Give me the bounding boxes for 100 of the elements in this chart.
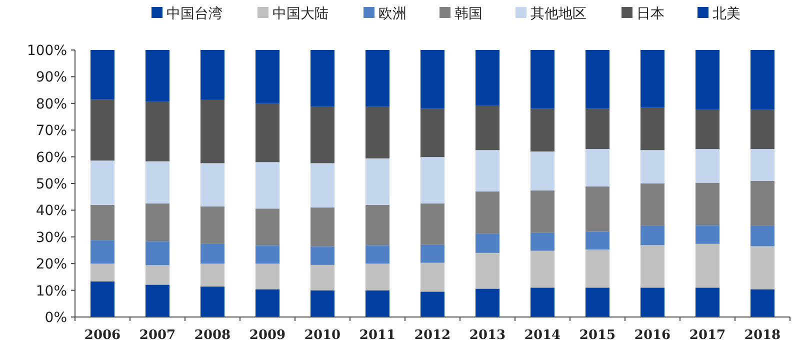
bar: [420, 204, 444, 245]
bar: [146, 265, 170, 285]
bar: [696, 110, 720, 150]
bar: [586, 149, 610, 186]
y-tick-label: 80%: [36, 96, 67, 112]
bar: [420, 292, 444, 317]
bar: [476, 106, 500, 150]
bar: [420, 157, 444, 204]
x-tick-label: 2017: [689, 328, 726, 343]
bar: [586, 186, 610, 232]
bar: [90, 160, 114, 205]
bar: [420, 50, 444, 109]
bar: [696, 182, 720, 226]
bar: [256, 50, 280, 104]
bar: [640, 150, 664, 184]
bar: [90, 50, 114, 100]
bar: [90, 264, 114, 282]
bar: [696, 50, 720, 110]
x-tick-label: 2015: [579, 328, 616, 343]
bar: [146, 161, 170, 204]
bar: [200, 244, 224, 264]
bar: [310, 208, 334, 246]
y-tick-label: 70%: [36, 123, 67, 140]
bar: [366, 106, 390, 158]
bar: [750, 180, 774, 226]
y-tick-label: 40%: [36, 203, 67, 220]
bar: [696, 244, 720, 288]
bar: [530, 232, 554, 251]
bar: [586, 50, 610, 109]
legend-label: 欧洲: [378, 6, 406, 22]
bar: [750, 50, 774, 110]
bar: [476, 288, 500, 317]
legend-label: 日本: [636, 6, 664, 22]
bar: [750, 246, 774, 290]
bar: [200, 206, 224, 244]
x-tick-label: 2010: [304, 328, 341, 343]
bar: [750, 226, 774, 246]
x-tick-label: 2011: [359, 328, 396, 343]
bar: [530, 288, 554, 317]
bar: [256, 264, 280, 290]
legend-label: 中国台湾: [166, 6, 222, 22]
bar: [310, 290, 334, 317]
x-tick-label: 2007: [139, 328, 176, 343]
bar: [256, 104, 280, 162]
x-tick-label: 2018: [744, 328, 781, 343]
bar: [90, 281, 114, 317]
bar: [366, 158, 390, 205]
bar: [146, 204, 170, 242]
x-tick-label: 2009: [249, 328, 286, 343]
bar: [146, 284, 170, 317]
x-tick-label: 2008: [194, 328, 231, 343]
bar: [256, 289, 280, 317]
bar: [366, 290, 390, 317]
bar: [420, 262, 444, 292]
bar: [476, 150, 500, 192]
bar: [586, 108, 610, 150]
bar: [640, 108, 664, 150]
y-tick-label: 100%: [26, 43, 67, 59]
y-tick-label: 50%: [36, 176, 67, 192]
legend-label: 北美: [712, 6, 740, 22]
bar: [530, 108, 554, 152]
bar: [640, 288, 664, 317]
bar: [200, 286, 224, 317]
bar: [476, 233, 500, 253]
x-tick-label: 2014: [524, 328, 561, 343]
y-tick-label: 90%: [36, 70, 67, 86]
bar: [530, 151, 554, 190]
bar: [640, 226, 664, 246]
bar: [586, 288, 610, 317]
bar: [200, 163, 224, 206]
x-tick-label: 2013: [469, 328, 506, 343]
bar: [366, 264, 390, 290]
bar: [530, 250, 554, 288]
bar: [696, 225, 720, 244]
bar: [530, 50, 554, 109]
bar: [146, 102, 170, 162]
legend-label: 其他地区: [530, 6, 586, 22]
y-tick-label: 20%: [36, 256, 67, 273]
bar: [200, 50, 224, 100]
bar: [256, 162, 280, 209]
x-tick-label: 2016: [634, 328, 671, 343]
bar: [640, 50, 664, 108]
bar: [640, 245, 664, 288]
bar: [750, 110, 774, 150]
bar: [476, 252, 500, 289]
bar: [750, 289, 774, 317]
bar: [420, 108, 444, 158]
x-tick-label: 2012: [414, 328, 451, 343]
bar: [696, 288, 720, 317]
bar: [750, 149, 774, 181]
bar: [586, 249, 610, 288]
bar: [256, 208, 280, 246]
y-tick-label: 0%: [44, 310, 67, 326]
bar: [90, 99, 114, 161]
bar: [420, 244, 444, 263]
bar: [310, 163, 334, 208]
bar: [310, 246, 334, 265]
bar: [476, 50, 500, 106]
y-tick-label: 60%: [36, 150, 67, 166]
bar: [366, 50, 390, 107]
